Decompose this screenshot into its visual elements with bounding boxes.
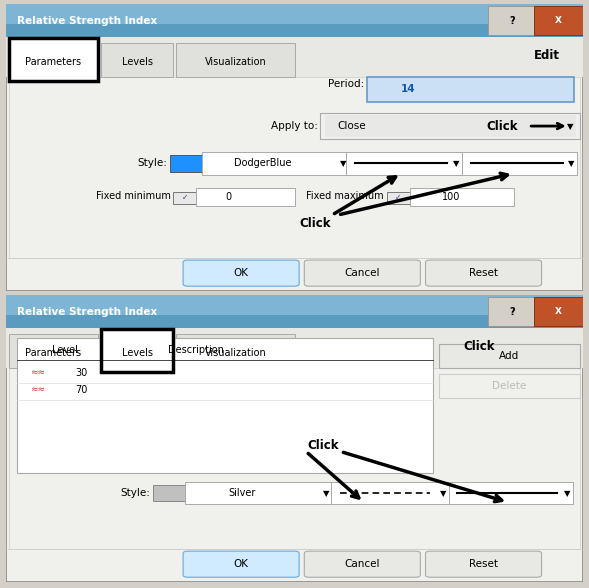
Text: Style:: Style: (120, 488, 150, 498)
FancyBboxPatch shape (425, 551, 541, 577)
Text: Style:: Style: (138, 158, 167, 168)
FancyBboxPatch shape (18, 338, 433, 473)
Text: ▼: ▼ (567, 122, 574, 131)
FancyBboxPatch shape (183, 551, 299, 577)
Text: Click: Click (464, 340, 495, 353)
Text: Parameters: Parameters (25, 56, 81, 66)
Text: OK: OK (234, 268, 249, 278)
Text: 30: 30 (75, 368, 87, 377)
Text: Period:: Period: (327, 79, 364, 89)
FancyBboxPatch shape (9, 77, 580, 258)
FancyBboxPatch shape (6, 37, 583, 77)
FancyBboxPatch shape (425, 260, 541, 286)
FancyBboxPatch shape (9, 38, 98, 81)
Text: ▼: ▼ (340, 159, 347, 168)
FancyBboxPatch shape (439, 344, 580, 368)
Text: ?: ? (509, 16, 515, 26)
Text: ≈≈: ≈≈ (30, 368, 45, 377)
FancyBboxPatch shape (439, 374, 580, 399)
Text: Cancel: Cancel (345, 559, 380, 569)
Text: ▼: ▼ (440, 489, 446, 497)
Text: ✓: ✓ (395, 193, 402, 202)
FancyBboxPatch shape (6, 4, 583, 291)
Text: Fixed minimum: Fixed minimum (95, 191, 170, 201)
FancyBboxPatch shape (6, 315, 583, 328)
FancyBboxPatch shape (325, 115, 576, 137)
Text: ≈≈: ≈≈ (30, 385, 45, 395)
FancyBboxPatch shape (449, 482, 573, 504)
FancyBboxPatch shape (170, 155, 202, 172)
FancyBboxPatch shape (101, 43, 173, 77)
Text: ▼: ▼ (564, 489, 570, 497)
FancyBboxPatch shape (176, 334, 294, 368)
FancyBboxPatch shape (173, 192, 196, 203)
Text: Click: Click (299, 217, 330, 230)
Text: Visualization: Visualization (204, 56, 266, 66)
Text: Edit: Edit (534, 49, 560, 62)
Text: Click: Click (307, 439, 339, 452)
Text: ?: ? (509, 307, 515, 317)
FancyBboxPatch shape (331, 482, 449, 504)
Text: X: X (555, 16, 562, 25)
FancyBboxPatch shape (305, 551, 421, 577)
Text: Level: Level (52, 345, 78, 355)
Text: X: X (555, 307, 562, 316)
FancyBboxPatch shape (534, 298, 583, 326)
FancyBboxPatch shape (305, 260, 421, 286)
FancyBboxPatch shape (387, 192, 410, 203)
Text: Fixed maximum: Fixed maximum (306, 191, 384, 201)
Text: ▼: ▼ (323, 489, 329, 497)
FancyBboxPatch shape (462, 152, 577, 175)
FancyBboxPatch shape (9, 368, 580, 549)
FancyBboxPatch shape (176, 43, 294, 77)
Text: Relative Strength Index: Relative Strength Index (18, 307, 158, 317)
Text: OK: OK (234, 559, 249, 569)
FancyBboxPatch shape (6, 295, 583, 328)
FancyBboxPatch shape (183, 260, 299, 286)
Text: ▼: ▼ (568, 159, 575, 168)
Text: Click: Click (487, 119, 518, 132)
Text: 70: 70 (75, 385, 88, 395)
Text: Apply to:: Apply to: (271, 121, 317, 131)
FancyBboxPatch shape (366, 77, 574, 102)
FancyBboxPatch shape (202, 152, 349, 175)
Text: Reset: Reset (469, 559, 498, 569)
Text: Delete: Delete (492, 381, 527, 391)
Text: Levels: Levels (122, 348, 153, 358)
FancyBboxPatch shape (488, 6, 537, 35)
Text: Description: Description (167, 345, 223, 355)
FancyBboxPatch shape (6, 328, 583, 368)
FancyBboxPatch shape (534, 6, 583, 35)
FancyBboxPatch shape (320, 113, 580, 139)
FancyBboxPatch shape (153, 485, 185, 501)
Text: Parameters: Parameters (25, 348, 81, 358)
FancyBboxPatch shape (196, 188, 294, 206)
FancyBboxPatch shape (101, 329, 173, 372)
Text: Visualization: Visualization (204, 348, 266, 358)
Text: Silver: Silver (229, 488, 256, 498)
Text: DodgerBlue: DodgerBlue (234, 158, 292, 168)
FancyBboxPatch shape (6, 24, 583, 37)
Text: Reset: Reset (469, 268, 498, 278)
Text: Levels: Levels (122, 56, 153, 66)
FancyBboxPatch shape (9, 334, 98, 368)
Text: Add: Add (499, 351, 519, 361)
Text: 0: 0 (225, 192, 231, 202)
Text: Close: Close (338, 121, 366, 131)
FancyBboxPatch shape (6, 295, 583, 582)
Text: ▼: ▼ (453, 159, 459, 168)
Text: 100: 100 (442, 192, 460, 202)
Text: ✓: ✓ (181, 193, 188, 202)
Text: Cancel: Cancel (345, 268, 380, 278)
FancyBboxPatch shape (6, 4, 583, 37)
FancyBboxPatch shape (488, 298, 537, 326)
Text: 14: 14 (401, 84, 416, 94)
FancyBboxPatch shape (185, 482, 332, 504)
FancyBboxPatch shape (346, 152, 462, 175)
FancyBboxPatch shape (410, 188, 514, 206)
Text: Relative Strength Index: Relative Strength Index (18, 16, 158, 26)
